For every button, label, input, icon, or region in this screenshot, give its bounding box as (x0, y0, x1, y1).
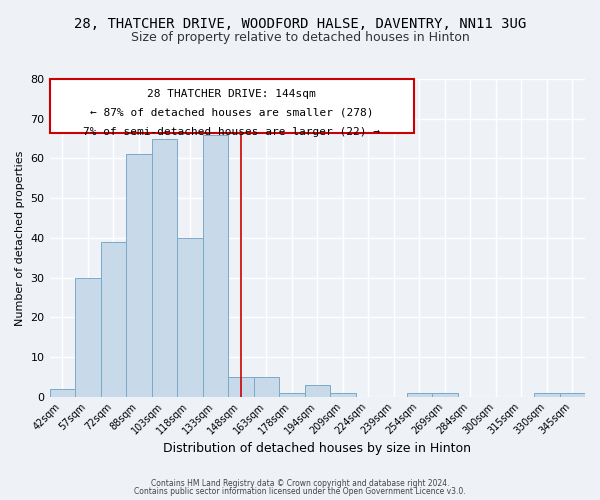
Text: ← 87% of detached houses are smaller (278): ← 87% of detached houses are smaller (27… (90, 108, 373, 118)
Text: 7% of semi-detached houses are larger (22) →: 7% of semi-detached houses are larger (2… (83, 126, 380, 136)
Bar (50, 388, 75, 396)
Text: 28 THATCHER DRIVE: 144sqm: 28 THATCHER DRIVE: 144sqm (147, 88, 316, 99)
Bar (101, 242, 126, 396)
Bar (330, 392, 356, 396)
FancyBboxPatch shape (50, 79, 413, 133)
Bar (560, 392, 585, 396)
Text: 28, THATCHER DRIVE, WOODFORD HALSE, DAVENTRY, NN11 3UG: 28, THATCHER DRIVE, WOODFORD HALSE, DAVE… (74, 18, 526, 32)
Text: Contains public sector information licensed under the Open Government Licence v3: Contains public sector information licen… (134, 487, 466, 496)
Bar (228, 377, 254, 396)
Text: Size of property relative to detached houses in Hinton: Size of property relative to detached ho… (131, 31, 469, 44)
Bar (407, 392, 432, 396)
Bar (279, 392, 305, 396)
Bar (432, 392, 458, 396)
Bar (305, 385, 330, 396)
Bar (254, 377, 279, 396)
Bar (534, 392, 560, 396)
Bar (75, 278, 101, 396)
Bar (177, 238, 203, 396)
Text: Contains HM Land Registry data © Crown copyright and database right 2024.: Contains HM Land Registry data © Crown c… (151, 478, 449, 488)
Bar (126, 154, 152, 396)
Bar (152, 138, 177, 396)
X-axis label: Distribution of detached houses by size in Hinton: Distribution of detached houses by size … (163, 442, 471, 455)
Y-axis label: Number of detached properties: Number of detached properties (15, 150, 25, 326)
Bar (203, 134, 228, 396)
